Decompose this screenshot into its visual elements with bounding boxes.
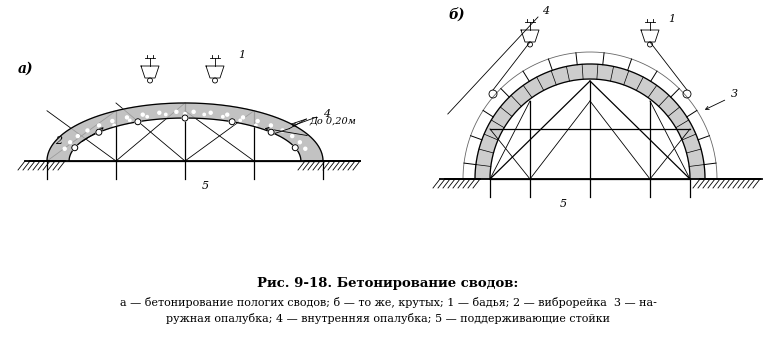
Circle shape: [99, 130, 102, 133]
Circle shape: [281, 129, 284, 132]
Circle shape: [126, 116, 129, 119]
Text: б): б): [448, 8, 465, 22]
Text: Рис. 9-18. Бетонирование сводов:: Рис. 9-18. Бетонирование сводов:: [258, 278, 518, 291]
Circle shape: [63, 147, 66, 150]
Circle shape: [146, 116, 148, 118]
Circle shape: [81, 145, 84, 147]
Circle shape: [68, 141, 71, 144]
Circle shape: [203, 113, 206, 116]
Circle shape: [158, 111, 161, 114]
Circle shape: [222, 116, 224, 118]
Polygon shape: [475, 64, 705, 179]
Text: 5: 5: [202, 181, 209, 191]
Text: 3: 3: [731, 89, 738, 99]
Circle shape: [291, 135, 294, 138]
Circle shape: [184, 113, 186, 115]
Circle shape: [269, 124, 272, 127]
Circle shape: [76, 135, 79, 138]
Circle shape: [229, 119, 235, 125]
Circle shape: [89, 137, 92, 140]
Text: а — бетонирование пологих сводов; б — то же, крутых; 1 — бадья; 2 — виброрейка  : а — бетонирование пологих сводов; б — то…: [120, 298, 656, 308]
Text: 1: 1: [668, 14, 675, 24]
Circle shape: [226, 113, 229, 116]
Circle shape: [165, 113, 167, 116]
Text: а): а): [18, 62, 33, 76]
Circle shape: [256, 120, 259, 122]
Circle shape: [135, 119, 141, 125]
Text: 4: 4: [542, 6, 549, 16]
Text: 4: 4: [324, 109, 331, 119]
Circle shape: [255, 124, 257, 126]
Text: ружная опалубка; 4 — внутренняя опалубка; 5 — поддерживающие стойки: ружная опалубка; 4 — внутренняя опалубка…: [166, 314, 610, 324]
Text: 1: 1: [238, 50, 245, 60]
Circle shape: [293, 145, 298, 151]
Circle shape: [241, 116, 244, 119]
Circle shape: [268, 129, 274, 135]
Circle shape: [210, 111, 212, 114]
Polygon shape: [47, 103, 323, 161]
Circle shape: [182, 115, 188, 121]
Circle shape: [86, 129, 89, 132]
Circle shape: [141, 113, 144, 116]
Circle shape: [71, 145, 78, 151]
Circle shape: [303, 147, 307, 150]
Text: 2: 2: [55, 136, 62, 146]
Circle shape: [98, 124, 101, 127]
Circle shape: [96, 129, 102, 135]
Circle shape: [129, 119, 131, 122]
Circle shape: [268, 130, 270, 133]
Circle shape: [279, 137, 281, 140]
Circle shape: [111, 120, 114, 122]
Text: До 0,20м: До 0,20м: [310, 116, 356, 125]
Circle shape: [113, 124, 116, 126]
Circle shape: [192, 110, 195, 113]
Circle shape: [298, 141, 301, 144]
Circle shape: [239, 119, 241, 122]
Circle shape: [175, 110, 178, 113]
Text: 5: 5: [560, 199, 567, 209]
Circle shape: [286, 145, 289, 147]
